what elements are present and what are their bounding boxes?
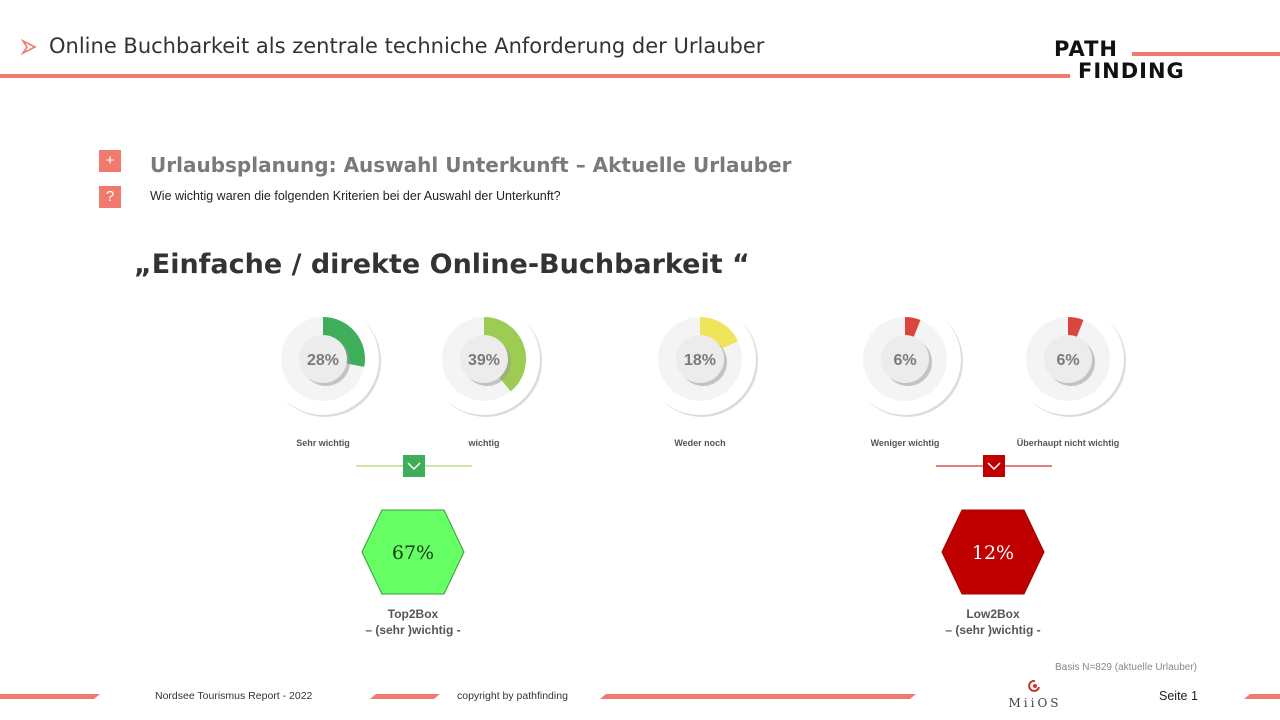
donut-5: 6% xyxy=(1012,303,1126,417)
donut-value-label: 6% xyxy=(893,352,916,369)
low2box-label: Low2Box – (sehr )wichtig - xyxy=(913,606,1073,638)
hexagon-shape xyxy=(941,509,1045,595)
donut-value-arc xyxy=(1067,317,1084,341)
footer-report: Nordsee Tourismus Report - 2022 xyxy=(155,690,313,702)
chevron-down-icon xyxy=(407,462,421,471)
chevron-down-icon xyxy=(987,462,1001,471)
donut-value-arc xyxy=(699,317,739,352)
miios-logo-text: MiiOS xyxy=(1008,696,1061,710)
donut-value-arc xyxy=(904,317,921,341)
section-subtitle: Urlaubsplanung: Auswahl Unterkunft – Akt… xyxy=(150,153,792,177)
page-title: Online Buchbarkeit als zentrale technich… xyxy=(49,34,765,58)
donut-2: 39% xyxy=(428,303,542,417)
donut-category-label: Weniger wichtig xyxy=(870,438,940,448)
low2box-hexagon: 12% xyxy=(941,509,1045,595)
summary-name: Top2Box xyxy=(387,607,439,621)
donut-category-label: Überhaupt nicht wichtig xyxy=(1016,438,1120,448)
donut-category-label: Sehr wichtig xyxy=(296,438,350,448)
donut-value-label: 6% xyxy=(1056,352,1079,369)
donut-center xyxy=(1044,335,1092,383)
top2box-label: Top2Box – (sehr )wichtig - xyxy=(333,606,493,638)
top2box-connector xyxy=(356,455,472,477)
summary-name: Low2Box xyxy=(966,607,1020,621)
logo-bar xyxy=(1132,52,1280,56)
donut-center xyxy=(460,335,508,383)
basis-note: Basis N=829 (aktuelle Urlauber) xyxy=(1055,662,1198,673)
donut-value-arc xyxy=(322,317,365,367)
header-divider xyxy=(0,74,1070,78)
summary-sublabel: – (sehr )wichtig - xyxy=(945,623,1041,637)
page-number: Seite 1 xyxy=(1159,689,1198,703)
plus-icon: + xyxy=(99,150,121,172)
footer-copyright: copyright by pathfinding xyxy=(457,690,568,702)
donut-value-label: 18% xyxy=(684,352,716,369)
hexagon-shape xyxy=(361,509,465,595)
logo-line-1: PATH xyxy=(1054,37,1118,61)
top2box-hexagon: 67% xyxy=(361,509,465,595)
chart-title: „Einfache / direkte Online-Buchbarkeit “ xyxy=(134,249,750,280)
donut-4: 6% xyxy=(849,303,963,417)
donut-3: 18% xyxy=(644,303,758,417)
donut-category-label: Weder noch xyxy=(674,438,726,448)
donut-1: 28% xyxy=(267,303,381,417)
miios-logo: MiiOS xyxy=(1008,679,1061,710)
donut-value-label: 28% xyxy=(307,352,339,369)
donut-category-label: wichtig xyxy=(468,438,500,448)
footer-stripes xyxy=(0,694,1280,699)
donut-center xyxy=(299,335,347,383)
low2box-connector xyxy=(936,455,1052,477)
arrow-bullet-icon xyxy=(20,38,37,56)
donut-center xyxy=(676,335,724,383)
hexagon-value: 12% xyxy=(972,542,1014,564)
logo-line-2: FINDING xyxy=(1078,59,1185,83)
question-text: Wie wichtig waren die folgenden Kriterie… xyxy=(150,189,561,203)
summary-sublabel: – (sehr )wichtig - xyxy=(365,623,461,637)
question-icon: ? xyxy=(99,186,121,208)
donut-value-label: 39% xyxy=(468,352,500,369)
donut-center xyxy=(881,335,929,383)
hexagon-value: 67% xyxy=(392,542,434,564)
donut-value-arc xyxy=(483,317,526,392)
pathfinding-logo: PATH FINDING xyxy=(1054,37,1280,83)
